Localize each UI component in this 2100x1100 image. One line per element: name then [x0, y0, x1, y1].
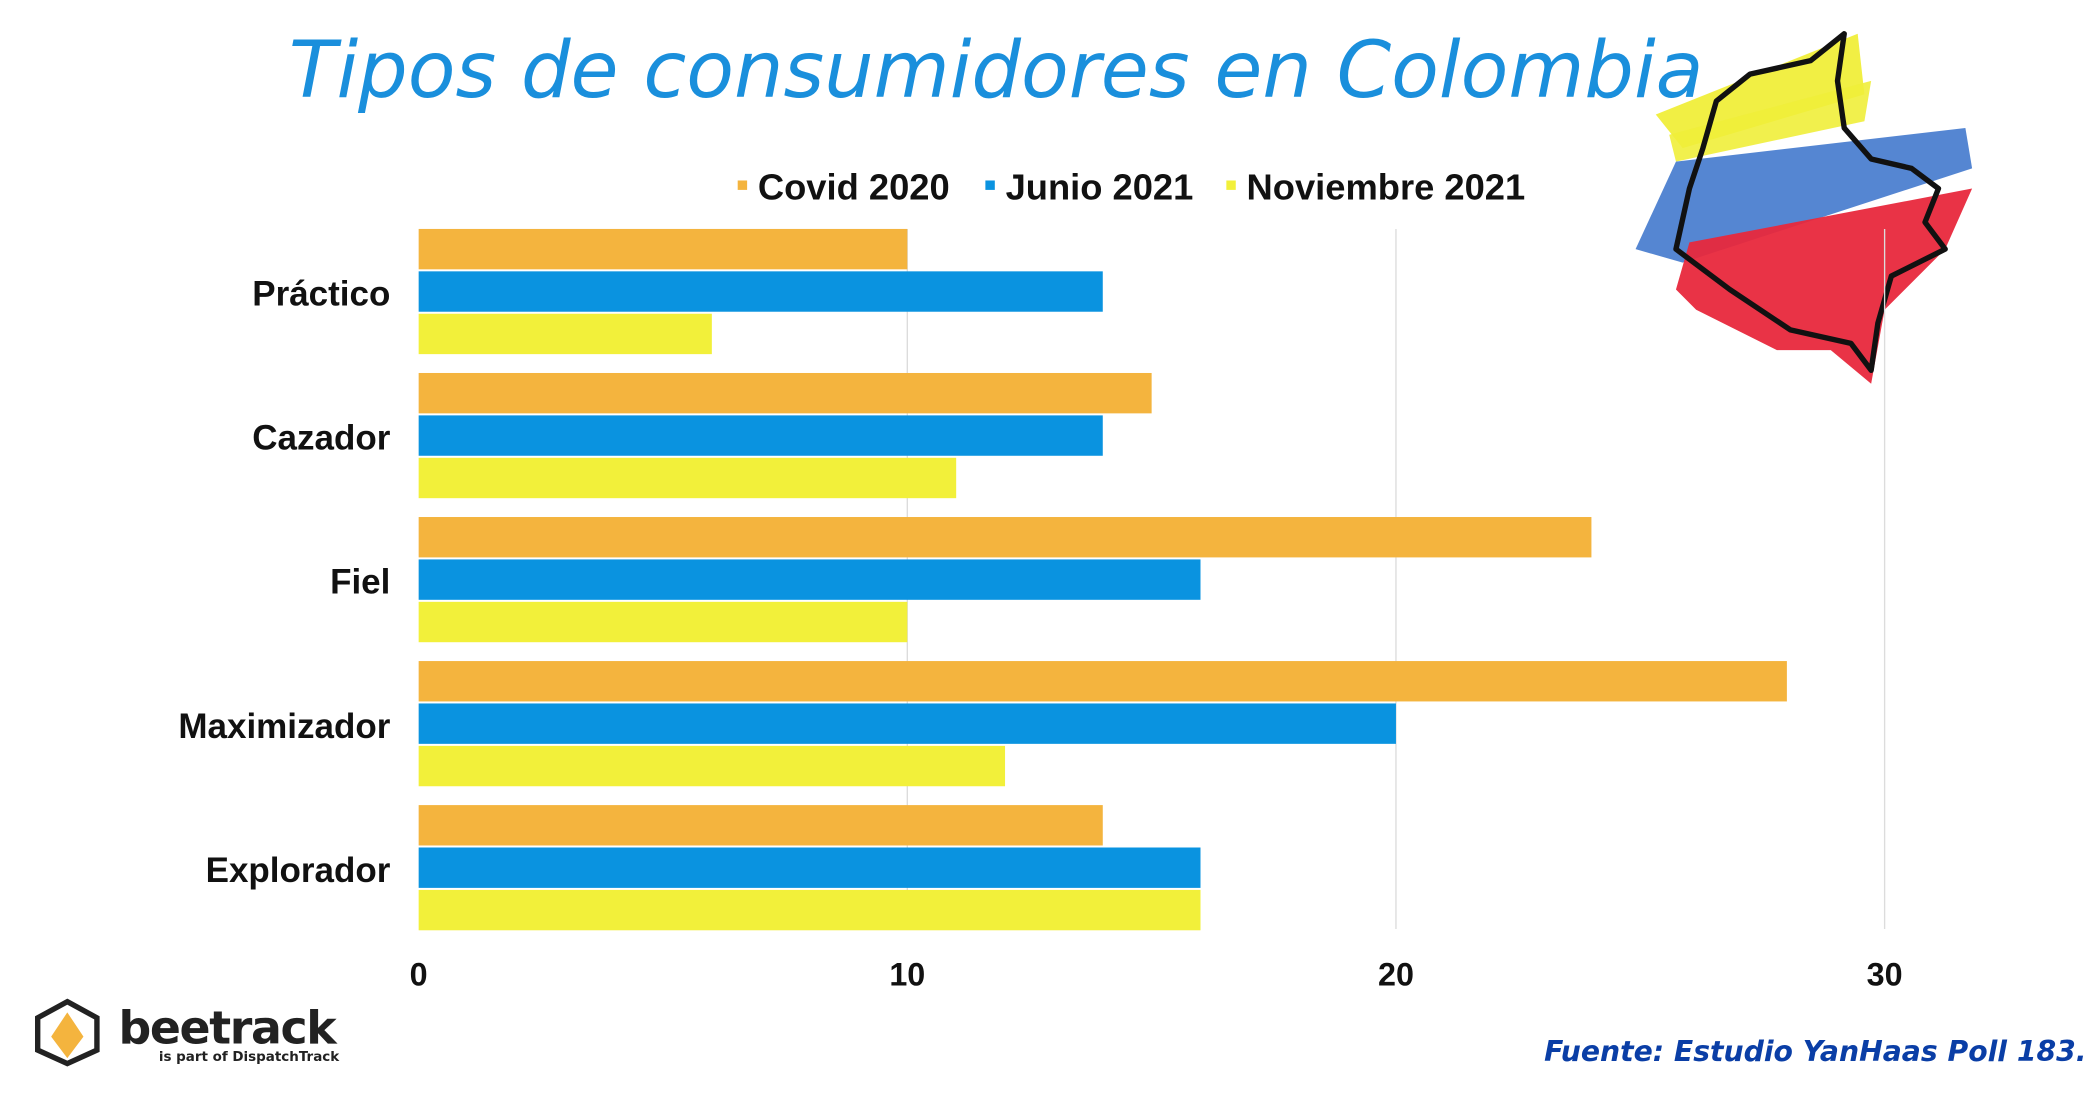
- legend-swatch: [985, 180, 995, 190]
- bar-explorador-2: [418, 889, 1201, 931]
- category-label: Maximizador: [178, 707, 390, 746]
- bar-fiel-0: [418, 517, 1592, 558]
- svg-text:is part of DispatchTrack: is part of DispatchTrack: [159, 1050, 340, 1065]
- x-tick-label: 0: [410, 956, 428, 992]
- bar-maximizador-1: [418, 703, 1396, 744]
- bar-maximizador-2: [418, 745, 1006, 787]
- bar-práctico-0: [418, 228, 908, 270]
- beetrack-logo: beetrack is part of DispatchTrack: [35, 998, 340, 1067]
- x-tick-label: 30: [1867, 956, 1903, 992]
- source-note: Fuente: Estudio YanHaas Poll 183.: [1544, 1035, 2086, 1068]
- bar-cazador-1: [418, 415, 1103, 456]
- x-tick-label: 10: [889, 956, 925, 992]
- bar-explorador-0: [418, 805, 1103, 846]
- bar-fiel-2: [418, 601, 908, 643]
- bar-explorador-1: [418, 847, 1201, 888]
- bar-fiel-1: [418, 559, 1201, 600]
- category-label: Explorador: [206, 851, 391, 890]
- x-axis-ticks: 0 10 20 30: [410, 956, 1903, 992]
- chart-title: Tipos de consumidores en Colombia: [289, 26, 1704, 116]
- category-labels: Práctico Cazador Fiel Maximizador Explorador: [178, 275, 390, 890]
- bar-cazador-2: [418, 457, 957, 499]
- bar-maximizador-0: [418, 661, 1787, 702]
- legend-swatch: [737, 180, 748, 190]
- bars: [418, 228, 1787, 931]
- category-label: Fiel: [330, 563, 390, 602]
- legend-label: Junio 2021: [1006, 166, 1194, 207]
- x-tick-label: 20: [1378, 956, 1414, 992]
- bar-práctico-2: [418, 313, 712, 355]
- category-label: Práctico: [252, 275, 390, 314]
- legend: Covid 2020 Junio 2021 Noviembre 2021: [737, 166, 1526, 207]
- bar-práctico-1: [418, 271, 1103, 312]
- legend-label: Noviembre 2021: [1247, 166, 1526, 207]
- legend-swatch: [1226, 180, 1236, 190]
- colombia-flag-map: [1635, 31, 1973, 384]
- bar-cazador-0: [418, 372, 1152, 414]
- svg-text:beetrack: beetrack: [118, 1001, 338, 1054]
- category-label: Cazador: [252, 419, 390, 458]
- legend-label: Covid 2020: [758, 166, 950, 207]
